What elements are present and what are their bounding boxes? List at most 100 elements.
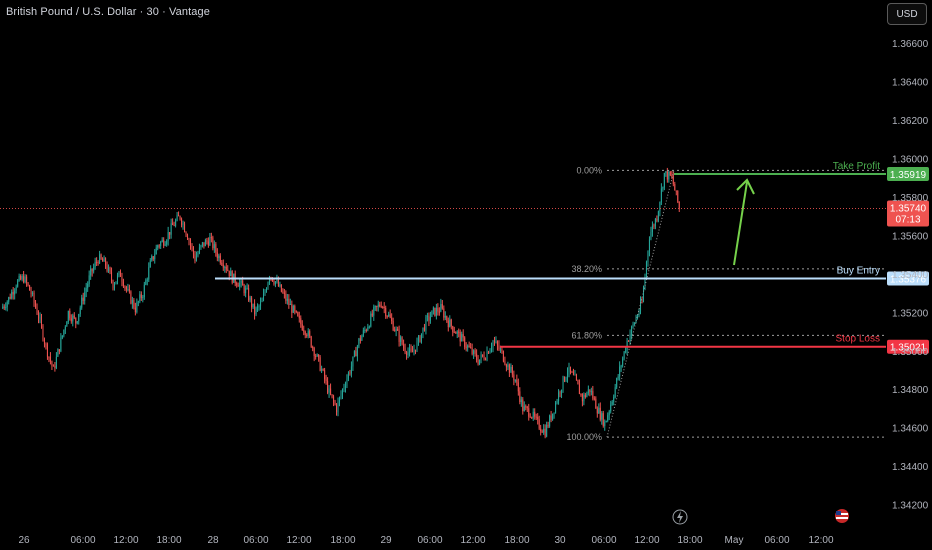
candle-body [510,366,512,373]
candle-body [282,291,284,293]
candle-body [76,321,78,324]
candle-body [544,428,546,437]
candle-body [403,344,405,348]
candle-body [303,330,305,332]
candle-body [520,399,522,403]
candle-body [374,305,376,308]
candle-body [313,348,315,357]
candle-body [51,361,53,366]
candle-body [556,401,558,403]
take-profit-price-badge [887,167,929,182]
candle-body [219,255,221,263]
candle-body [64,326,66,330]
candle-body [550,415,552,420]
price-axis[interactable]: 1.36600 1.36400 1.36200 1.36000 1.35800 1.356… [892,39,929,512]
candle-body [280,284,282,292]
candle-body [78,313,80,322]
candle-body [668,171,670,180]
candle-body [412,351,414,353]
candle-body [148,267,150,280]
fibonacci-retracement[interactable]: 0.00% 38.20% 61.80% 100.00% [566,165,886,442]
candle-body [598,407,600,414]
y-tick-label: 1.36400 [892,78,929,89]
candle-body [6,301,8,308]
candle-body [583,394,585,402]
candle-body [566,372,569,378]
candle-body [581,394,583,402]
candle-body [380,306,382,308]
candle-body [35,302,37,308]
candle-body [103,258,105,262]
x-tick-label: 06:00 [70,535,95,546]
x-tick-label: 26 [18,535,30,546]
candle-body [228,270,230,277]
candle-body [559,392,561,394]
stop-loss-price-badge [887,339,929,354]
candle-body [297,312,299,317]
candle-body [589,389,591,392]
candle-body [158,245,160,247]
currency-button[interactable]: USD [887,3,927,25]
candle-body [619,366,621,377]
candle-body [73,315,75,318]
candle-body [504,361,506,365]
candle-body [292,306,294,313]
candle-body [651,225,653,233]
candle-body [45,343,47,345]
candle-body [444,316,446,318]
time-axis[interactable]: 26 06:00 12:00 18:00 28 06:00 12:00 18:00 29 06:0… [18,535,834,546]
candle-body [324,370,326,380]
candle-body [225,266,227,270]
x-tick-label: 06:00 [591,535,616,546]
candle-body [145,280,147,285]
candle-body [133,299,135,308]
candle-body [532,411,534,418]
candle-body [632,324,634,327]
buy-entry-price-text: 1.35376 [890,274,927,285]
candle-body [136,302,138,313]
candle-body [143,284,145,298]
candle-body [580,394,582,396]
candle-body [426,315,428,317]
candle-body [634,322,636,325]
candle-body [397,329,399,331]
candle-body [42,325,44,340]
candle-body [498,345,500,350]
candle-body [501,348,503,352]
candle-body [641,301,643,303]
candle-body [476,353,478,360]
candle-body [538,419,540,429]
candle-body [353,351,355,357]
us-flag-icon-stripe [836,513,848,515]
candle-body [341,389,344,395]
candle-body [435,307,437,316]
candle-body [58,349,60,352]
candle-body [79,307,81,314]
candle-body [467,345,469,348]
take-profit-price-text: 1.35919 [890,170,927,181]
candle-body [502,351,504,362]
candle-body [526,406,528,409]
candle-body [330,388,332,395]
us-flag-icon-canton [836,511,841,515]
candle-body [142,297,144,299]
candle-body [127,288,129,290]
candle-body [616,378,618,388]
candle-body [333,396,335,402]
candle-body [321,369,323,371]
x-tick-label: 18:00 [330,535,355,546]
candle-body [385,307,387,316]
candle-body [75,317,77,324]
y-tick-label: 1.35400 [892,270,929,281]
candle-body [625,350,627,352]
candle-body [265,289,268,292]
y-tick-label: 1.35000 [892,347,929,358]
candle-body [487,351,490,354]
buy-entry-label: Buy Entry [837,265,880,276]
candle-body [569,366,571,372]
candle-body [32,292,34,295]
trade-levels[interactable]: Take Profit 1.35919 Buy Entry 1.35376 Stop L… [215,161,929,354]
candle-body [429,316,431,321]
candle-body [15,286,17,291]
